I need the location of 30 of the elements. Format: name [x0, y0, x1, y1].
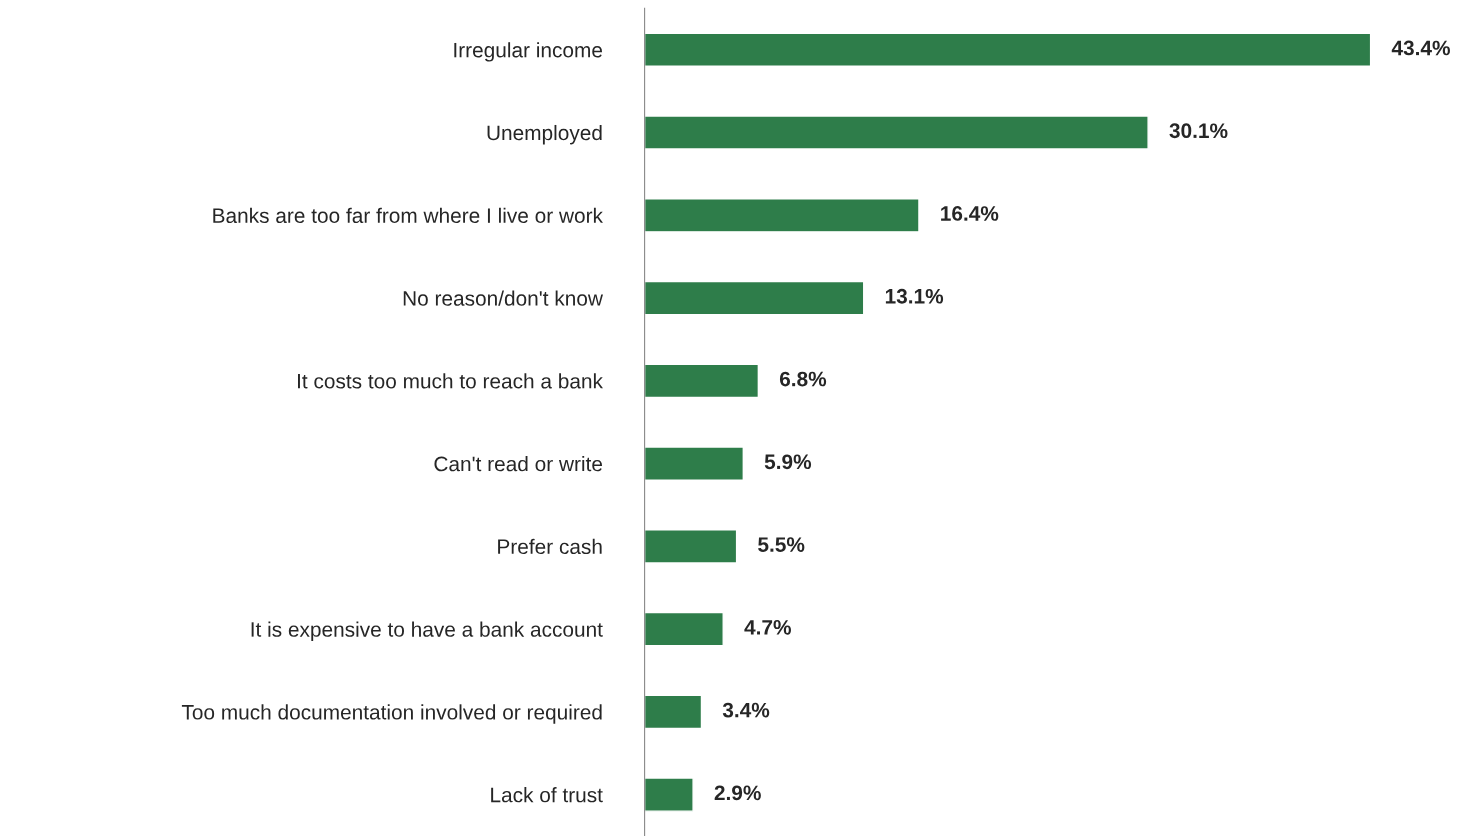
bar — [644, 115, 1149, 150]
data-label: 30.1% — [1169, 123, 1228, 139]
bar — [644, 198, 920, 233]
data-label: 13.1% — [885, 288, 944, 304]
y-tick-label: Prefer cash — [498, 538, 602, 555]
bar — [644, 694, 703, 730]
bar — [644, 611, 724, 647]
y-tick-label: It is expensive to have a bank account — [251, 621, 603, 641]
bar — [644, 280, 865, 316]
bar — [644, 529, 738, 564]
data-label: 6.8% — [779, 371, 827, 387]
y-tick-label: Unemployed — [487, 124, 602, 145]
y-tick-label: Irregular income — [454, 42, 603, 62]
bar — [644, 32, 1372, 67]
data-label: 43.4% — [1391, 40, 1450, 56]
y-tick-label: Lack of trust — [491, 787, 603, 803]
y-tick-label: It costs too much to reach a bank — [298, 373, 603, 389]
data-label: 5.9% — [764, 454, 812, 470]
data-label: 16.4% — [941, 206, 999, 221]
y-tick-label: Too much documentation involved or required — [181, 704, 602, 724]
y-tick-label: Banks are too far from where I live or work — [213, 207, 603, 224]
y-tick-label: Can't read or write — [434, 456, 603, 472]
data-label: 2.9% — [714, 785, 761, 801]
bar — [644, 446, 744, 481]
bar — [644, 363, 760, 399]
data-label: 4.7% — [744, 619, 791, 635]
bar — [644, 777, 694, 812]
y-tick-label: No reason/don't know — [403, 290, 603, 306]
data-label: 3.4% — [722, 702, 770, 718]
data-label: 5.5% — [758, 537, 805, 552]
